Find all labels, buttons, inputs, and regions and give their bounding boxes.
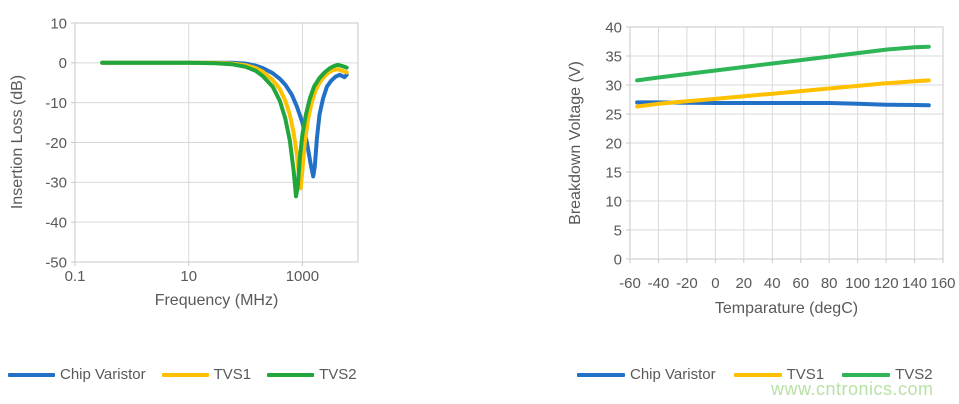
legend-item-tvs1: TVS1 <box>733 366 825 383</box>
legend-item-tvs2: TVS2 <box>267 366 357 383</box>
x-tick-label: 160 <box>930 275 955 292</box>
plot-border <box>74 22 359 263</box>
x-tick-label: 60 <box>792 275 809 292</box>
x-tick-label: 120 <box>874 275 899 292</box>
y-tick-label: -20 <box>45 135 67 152</box>
x-tick-label: 80 <box>821 275 838 292</box>
x-tick-label: 0.1 <box>65 268 86 285</box>
legend-swatch <box>842 372 891 377</box>
plot-area: 10 0 -10 -20 -30 -40 -500.1 10 1000 <box>45 15 359 285</box>
y-tick-label: 40 <box>605 19 622 36</box>
x-tick-label: 10 <box>180 268 197 285</box>
y-tick-label: -40 <box>45 214 67 231</box>
x-tick-label: 140 <box>902 275 927 292</box>
legend-item-tvs2: TVS2 <box>842 366 933 383</box>
legend-label: TVS1 <box>786 366 825 383</box>
y-tick-label: 0 <box>614 251 622 268</box>
legend: Chip Varistor TVS1 TVS2 <box>8 366 357 383</box>
y-tick-label: 20 <box>605 135 622 152</box>
legend-label: TVS2 <box>895 366 933 383</box>
legend: Chip Varistor TVS1 TVS2 <box>577 366 933 383</box>
legend-label: TVS2 <box>319 366 357 383</box>
legend-item-chip-varistor: Chip Varistor <box>577 366 716 383</box>
legend-swatch <box>577 372 625 377</box>
legend-label: Chip Varistor <box>630 366 716 383</box>
watermark: www.cntronics.com <box>771 379 934 399</box>
x-tick-label: 0 <box>711 275 719 292</box>
legend-swatch <box>267 372 315 377</box>
breakdown-voltage-chart: Breakdown Voltage (V) 0 5 10 15 20 25 30 35 40 -6… <box>480 0 959 404</box>
legend-swatch <box>161 372 209 377</box>
legend-swatch <box>733 372 782 377</box>
y-tick-label: 25 <box>605 106 622 123</box>
x-tick-label: -60 <box>619 275 641 292</box>
y-tick-label: -30 <box>45 175 67 192</box>
x-tick-label: 20 <box>735 275 752 292</box>
x-axis-title: Temparature (degC) <box>714 300 859 317</box>
plot-area: 0 5 10 15 20 25 30 35 40 -60 -40 -20 0 20 40 60 80 100 120… <box>605 19 955 292</box>
legend-item-tvs1: TVS1 <box>161 366 252 383</box>
y-tick-label: 15 <box>605 164 622 181</box>
x-tick-label: -20 <box>676 275 698 292</box>
plot-border <box>629 26 944 260</box>
x-tick-label: 100 <box>845 275 870 292</box>
legend-label: Chip Varistor <box>60 366 146 383</box>
y-tick-label: -10 <box>45 95 67 112</box>
x-tick-label: 40 <box>764 275 781 292</box>
x-axis-title: Frequency (MHz) <box>154 292 279 309</box>
x-tick-label: -40 <box>648 275 670 292</box>
legend-label: TVS1 <box>213 366 252 383</box>
y-tick-label: 35 <box>605 48 622 65</box>
y-tick-label: 0 <box>59 55 67 72</box>
x-tick-label: 1000 <box>286 268 319 285</box>
insertion-loss-chart: Insertion Loss (dB) 10 0 -10 -20 -30 -40 -50 0.… <box>8 15 359 383</box>
y-tick-label: 10 <box>605 193 622 210</box>
series-line-tvs1 <box>635 78 931 109</box>
legend-item-chip-varistor: Chip Varistor <box>8 366 146 383</box>
legend-swatch <box>8 372 55 377</box>
series-line-tvs2 <box>635 44 931 83</box>
y-tick-label: -50 <box>45 254 67 271</box>
series-line-tvs2 <box>100 60 349 199</box>
y-tick-label: 30 <box>605 77 622 94</box>
y-tick-label: 5 <box>614 222 622 239</box>
y-tick-label: 10 <box>50 15 67 32</box>
